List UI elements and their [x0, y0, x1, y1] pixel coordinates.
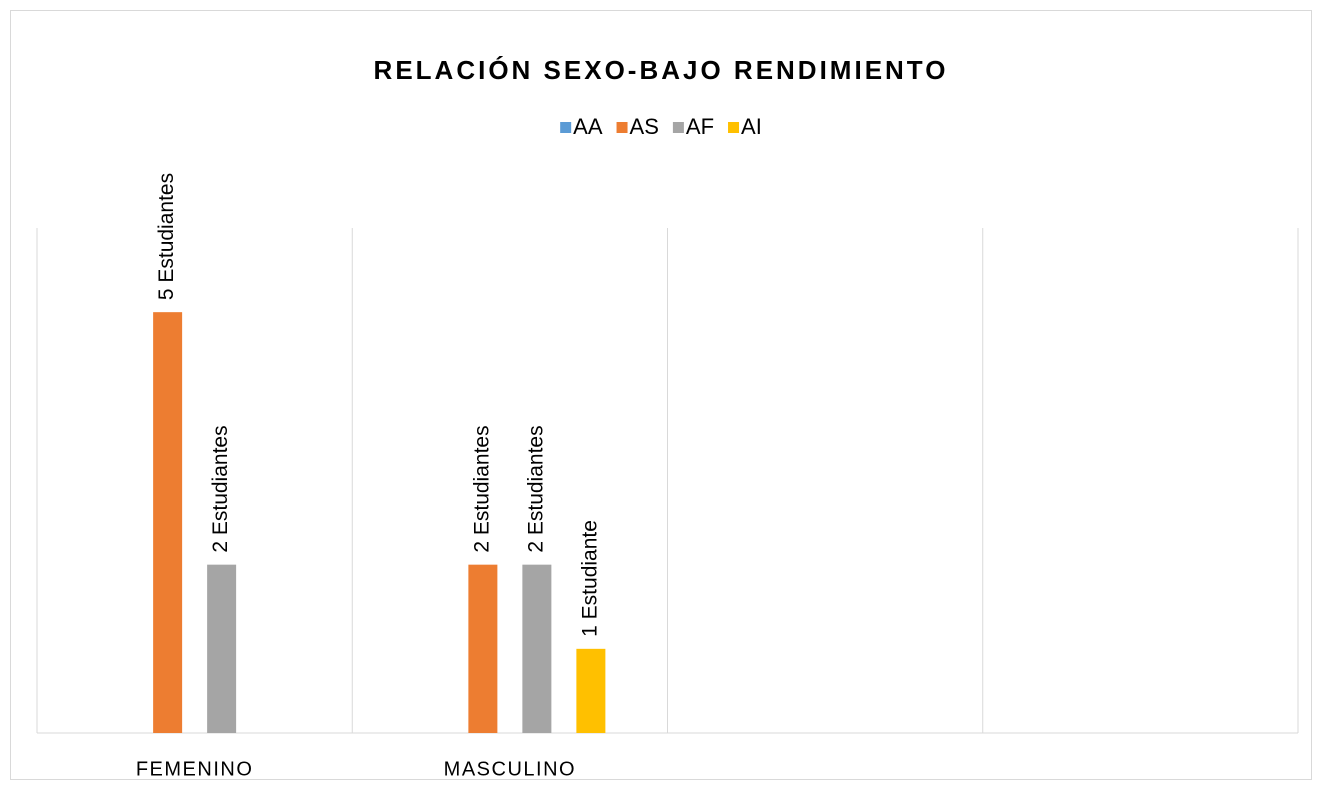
bar	[522, 564, 552, 733]
chart-title: RELACIÓN SEXO-BAJO RENDIMIENTO	[374, 55, 949, 85]
legend-swatch	[728, 122, 740, 133]
legend: AA AS AF AI	[560, 114, 762, 139]
legend-swatch	[560, 122, 572, 133]
data-label: 1 Estudiante	[578, 520, 601, 637]
bar	[207, 564, 237, 733]
legend-label: AF	[686, 114, 714, 139]
legend-swatch	[672, 122, 684, 133]
legend-swatch	[616, 122, 628, 133]
legend-label: AA	[573, 114, 603, 139]
bar	[576, 648, 606, 733]
legend-label: AS	[630, 114, 659, 139]
data-label: 2 Estudiantes	[470, 425, 493, 552]
data-label: 2 Estudiantes	[209, 425, 232, 552]
chart-frame	[10, 10, 1312, 780]
data-label: 5 Estudiantes	[155, 173, 178, 300]
bar	[153, 312, 183, 733]
data-label: 2 Estudiantes	[524, 425, 547, 552]
legend-label: AI	[741, 114, 762, 139]
x-tick-label: MASCULINO	[444, 758, 576, 780]
bar	[468, 564, 498, 733]
x-tick-label: FEMENINO	[136, 758, 254, 780]
